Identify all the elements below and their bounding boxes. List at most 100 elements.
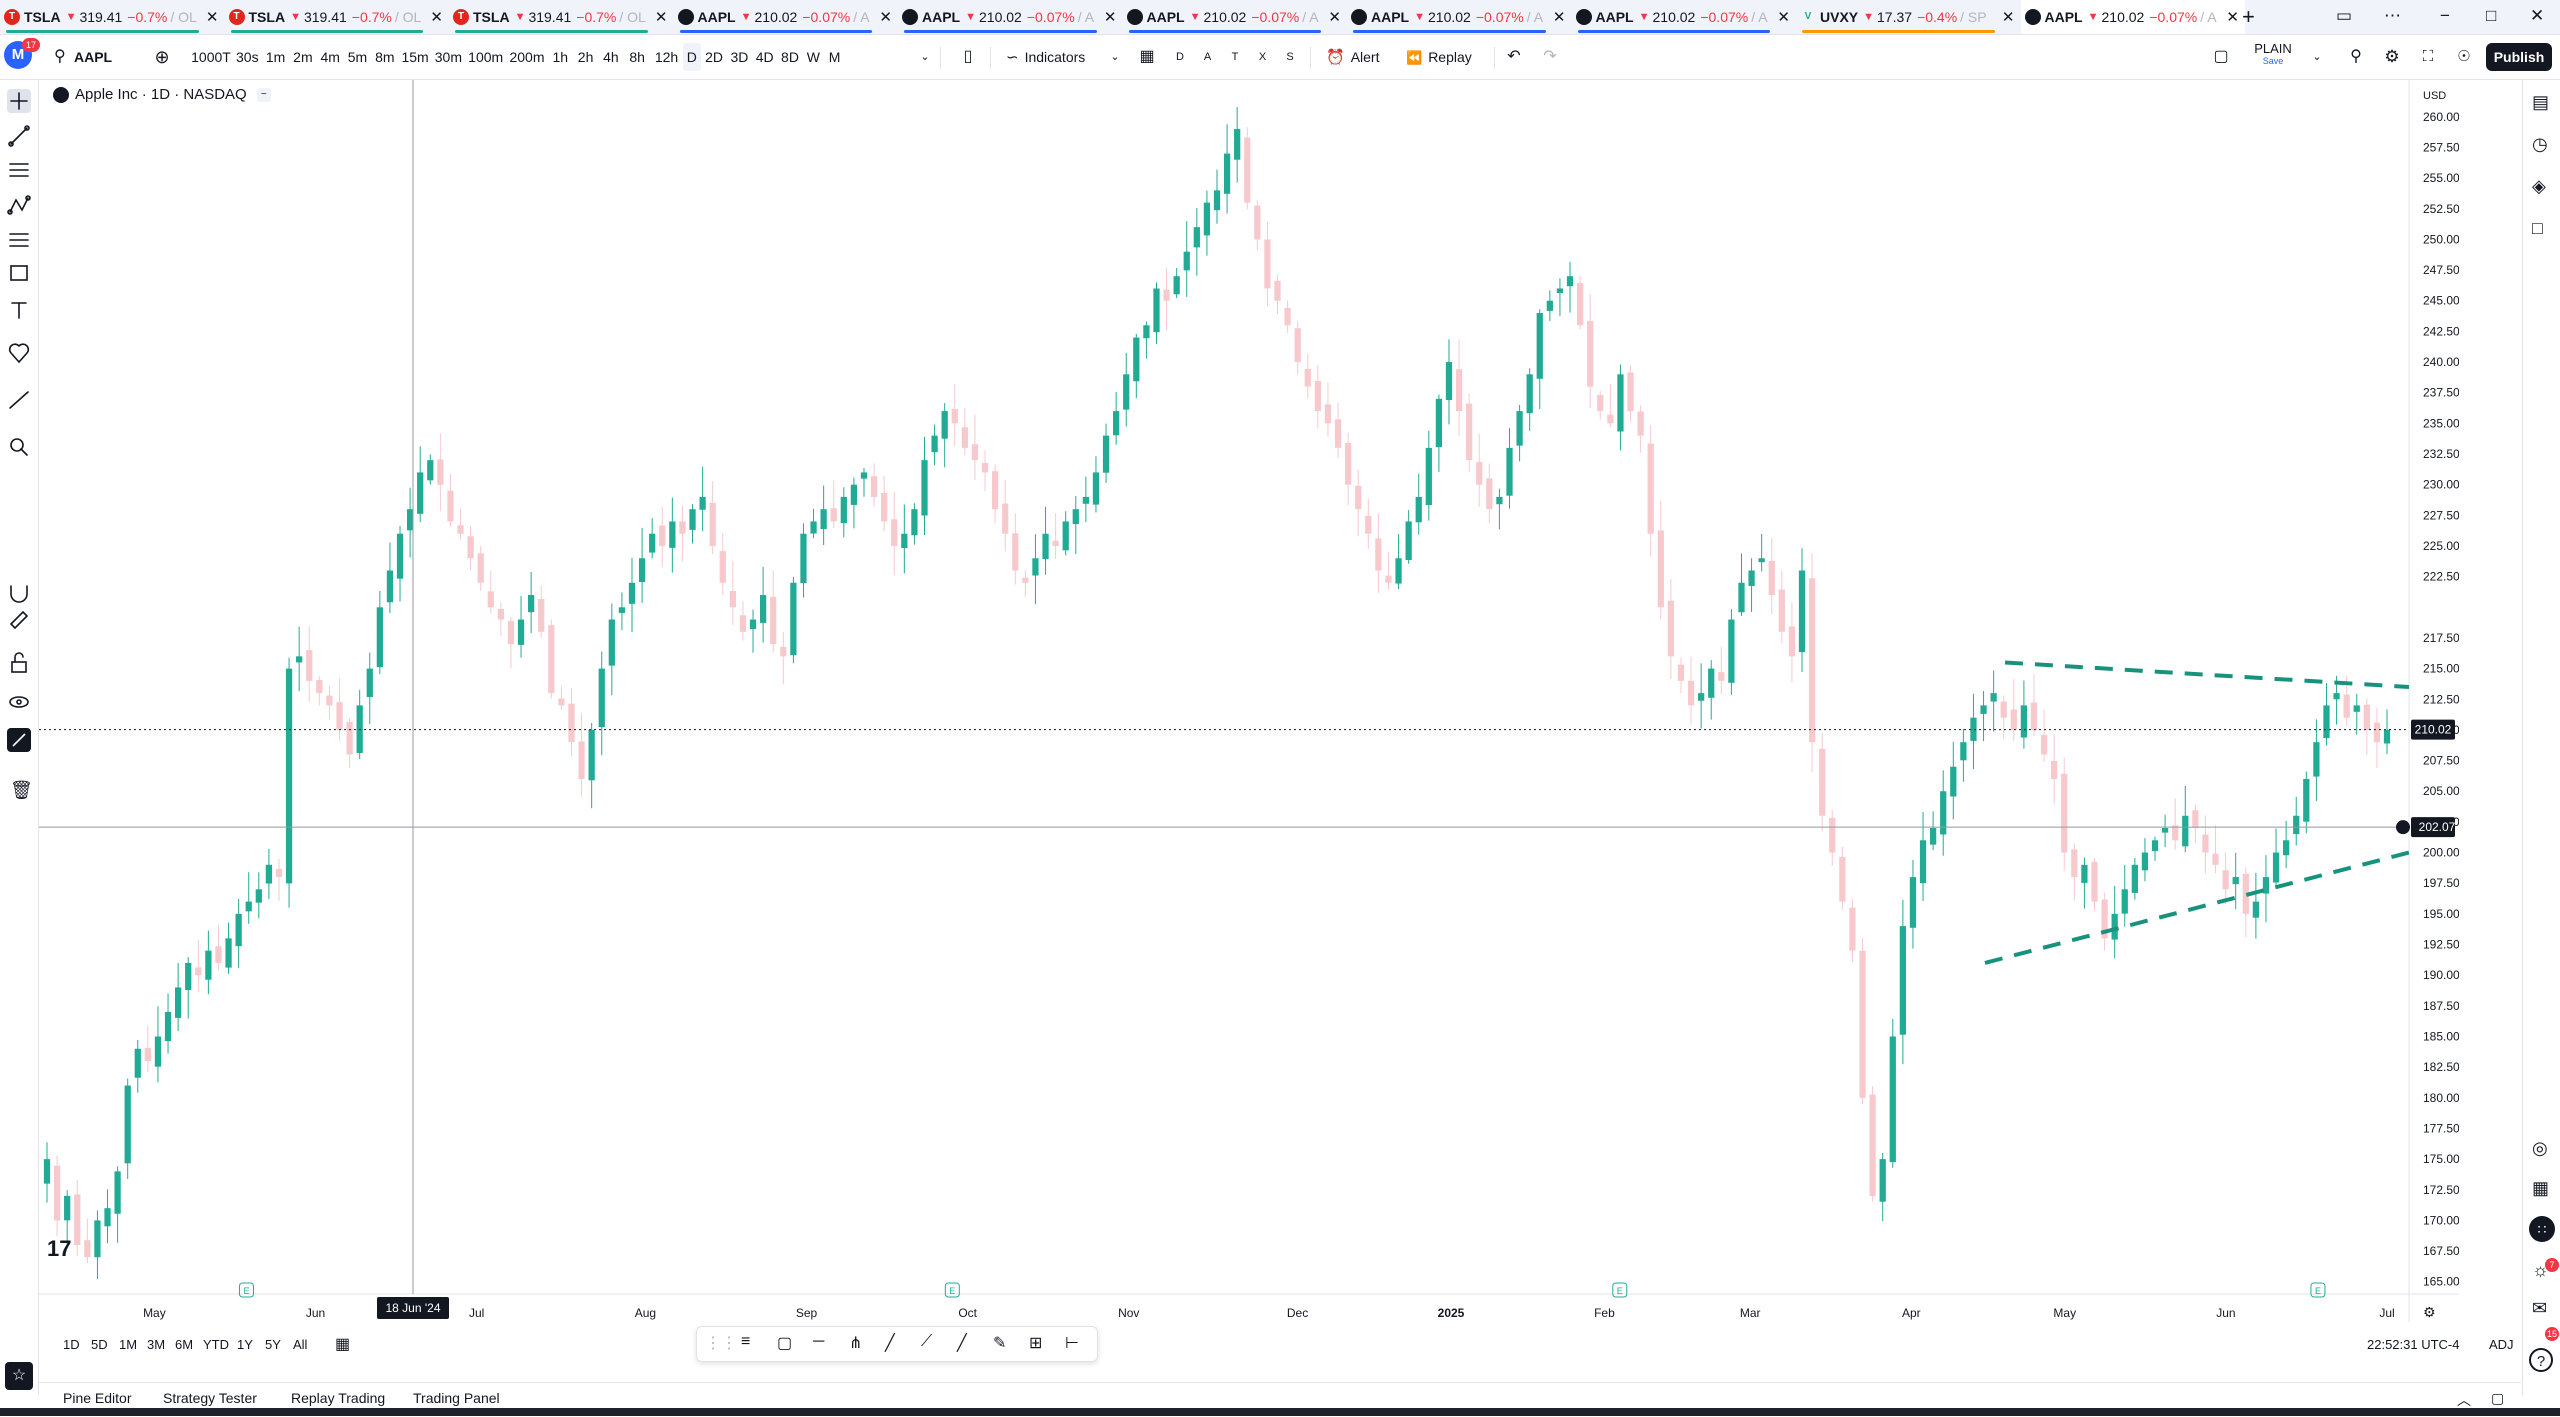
redo-icon[interactable]: ↷ <box>1543 48 1557 65</box>
crosshair-add-icon[interactable] <box>2396 820 2410 835</box>
window-layout-icon[interactable]: ▭ <box>2336 6 2353 25</box>
interval-dropdown-chevron-icon[interactable]: ⌄ <box>920 51 930 63</box>
channel-tool[interactable] <box>7 228 31 252</box>
pencil-lock-icon[interactable] <box>7 610 31 634</box>
price-chart[interactable]: 165.00 167.50 170.00 172.50 175.00 177.50 180.… <box>39 80 2460 1322</box>
magnet-icon[interactable] <box>7 582 31 606</box>
earnings-marker[interactable] <box>944 1282 960 1298</box>
watchlist-star-icon[interactable]: ☆ <box>5 1362 33 1390</box>
text-tool[interactable] <box>7 299 31 323</box>
fib-lines-icon[interactable]: ≡ <box>741 1333 751 1350</box>
extended-line-icon[interactable]: ╱ <box>957 1335 967 1352</box>
panel-tab-pine-editor[interactable]: Pine Editor <box>63 1390 132 1406</box>
interval-1m[interactable]: 1m <box>265 49 286 65</box>
layout-letter-d[interactable]: D <box>1176 51 1184 63</box>
interval-2d[interactable]: 2D <box>705 49 724 65</box>
trendline-upper[interactable] <box>2004 660 2410 689</box>
compare-add-button[interactable]: ⊕ <box>154 47 170 67</box>
interval-1h[interactable]: 1h <box>552 49 569 65</box>
messages-icon[interactable]: ✉ <box>2532 1298 2548 1318</box>
layout-grid-icon[interactable]: ▦ <box>1139 48 1155 65</box>
maximize-icon[interactable]: □ <box>2486 6 2497 25</box>
close-tab-icon[interactable]: ✕ <box>1328 9 1341 26</box>
calendar-icon[interactable]: ▦ <box>2532 1178 2550 1198</box>
currency-label[interactable]: USD <box>2423 90 2446 102</box>
replay-button[interactable]: ⏪ Replay <box>1406 49 1472 65</box>
layout-letter-s[interactable]: S <box>1286 51 1294 63</box>
tab-aapl-6[interactable]: AAPL ▼ 210.02 −0.07% / A ✕ <box>1123 0 1348 34</box>
tab-aapl-4[interactable]: AAPL ▼ 210.02 −0.07% / A ✕ <box>674 0 899 34</box>
close-tab-icon[interactable]: ✕ <box>205 9 219 26</box>
ruler-icon[interactable] <box>7 388 31 412</box>
watchlist-icon[interactable]: ▤ <box>2532 92 2550 112</box>
horizontal-line-icon[interactable]: ─ <box>813 1333 825 1350</box>
trash-icon[interactable]: 🗑 <box>10 780 33 800</box>
interval-8h[interactable]: 8h <box>629 49 645 65</box>
panel-tab-replay-trading[interactable]: Replay Trading <box>291 1390 386 1406</box>
close-tab-icon[interactable]: ✕ <box>2001 9 2015 26</box>
chart-type-candles-icon[interactable]: ▯ <box>963 48 973 65</box>
interval-200m[interactable]: 200m <box>509 49 545 65</box>
pitchfork-icon[interactable]: ⋔ <box>849 1335 863 1352</box>
trend-line-tool[interactable] <box>7 124 31 148</box>
tab-aapl-8[interactable]: AAPL ▼ 210.02 −0.07% / A ✕ <box>1572 0 1797 34</box>
fullscreen-icon[interactable]: ⛶ <box>2422 48 2434 65</box>
tab-aapl-7[interactable]: AAPL ▼ 210.02 −0.07% / A ✕ <box>1347 0 1572 34</box>
close-tab-icon[interactable]: ✕ <box>879 9 892 26</box>
range-ytd[interactable]: YTD <box>203 1337 229 1352</box>
interval-15m[interactable]: 15m <box>401 49 429 65</box>
notifications-icon[interactable]: ☼ <box>2532 1260 2549 1280</box>
pattern-tool[interactable] <box>7 194 31 218</box>
goto-date-calendar-icon[interactable]: ▦ <box>335 1336 351 1353</box>
earnings-marker[interactable] <box>238 1282 254 1298</box>
settings-gear-icon[interactable]: ⚙ <box>2384 47 2400 66</box>
interval-1000t[interactable]: 1000T <box>191 49 231 65</box>
quick-search-icon[interactable]: ⚲ <box>2350 48 2362 65</box>
interval-100m[interactable]: 100m <box>468 49 504 65</box>
interval-30m[interactable]: 30m <box>434 49 462 65</box>
legend-collapse-icon[interactable]: − <box>256 87 271 102</box>
favorites-heart-icon[interactable] <box>7 342 31 366</box>
panel-tab-strategy-tester[interactable]: Strategy Tester <box>163 1390 257 1406</box>
lock-icon[interactable] <box>7 653 31 677</box>
more-icon[interactable]: ⋯ <box>2384 6 2401 25</box>
rectangle-icon[interactable]: ▢ <box>777 1335 793 1352</box>
adj-toggle[interactable]: ADJ <box>2489 1337 2514 1352</box>
alert-button[interactable]: ⏰ Alert <box>1326 49 1380 66</box>
interval-8d[interactable]: 8D <box>781 49 799 65</box>
layout-name-button[interactable]: PLAIN Save <box>2248 41 2298 73</box>
interval-3d[interactable]: 3D <box>730 49 749 65</box>
rectangle-tool[interactable] <box>7 262 31 286</box>
range-all[interactable]: All <box>293 1337 308 1352</box>
range-5d[interactable]: 5D <box>91 1337 108 1352</box>
brush-icon[interactable]: ✎ <box>993 1335 1007 1352</box>
close-tab-icon[interactable]: ✕ <box>1103 9 1117 26</box>
interval-m[interactable]: M <box>828 49 841 65</box>
close-window-icon[interactable]: ✕ <box>2530 6 2545 25</box>
apps-grid-icon[interactable]: ∷ <box>2529 1216 2555 1242</box>
ray-icon[interactable]: ⟋ <box>921 1333 933 1350</box>
range-1d[interactable]: 1D <box>63 1337 80 1352</box>
tab-tsla-1[interactable]: T TSLA ▼ 319.41 −0.7% / OL ✕ <box>0 0 225 34</box>
new-tab-plus-icon[interactable]: + <box>2242 4 2255 29</box>
interval-8m[interactable]: 8m <box>375 49 395 65</box>
alerts-clock-icon[interactable]: ◷ <box>2532 134 2548 154</box>
crosshair-tool[interactable] <box>7 89 31 113</box>
panel-maximize-icon[interactable]: ▢ <box>2491 1390 2505 1406</box>
layout-letter-x[interactable]: X <box>1258 51 1267 63</box>
scale-settings-gear-icon[interactable]: ⚙ <box>2423 1305 2436 1321</box>
interval-4h[interactable]: 4h <box>603 49 619 65</box>
indicators-chevron-icon[interactable]: ⌄ <box>1110 51 1120 63</box>
layout-square-icon[interactable]: ▢ <box>2213 48 2229 65</box>
layers-icon[interactable]: ◈ <box>2532 176 2546 196</box>
link-icon[interactable] <box>7 728 31 752</box>
chat-icon[interactable]: □ <box>2532 218 2543 238</box>
target-icon[interactable]: ◎ <box>2532 1138 2548 1158</box>
interval-d[interactable]: D <box>682 43 701 71</box>
range-5y[interactable]: 5Y <box>265 1337 281 1352</box>
publish-button[interactable]: Publish <box>2486 43 2552 71</box>
drag-handle-icon[interactable]: ⋮⋮ <box>705 1335 737 1352</box>
interval-5m[interactable]: 5m <box>347 49 368 65</box>
undo-icon[interactable]: ↶ <box>1507 48 1521 65</box>
close-tab-icon[interactable]: ✕ <box>430 9 443 26</box>
